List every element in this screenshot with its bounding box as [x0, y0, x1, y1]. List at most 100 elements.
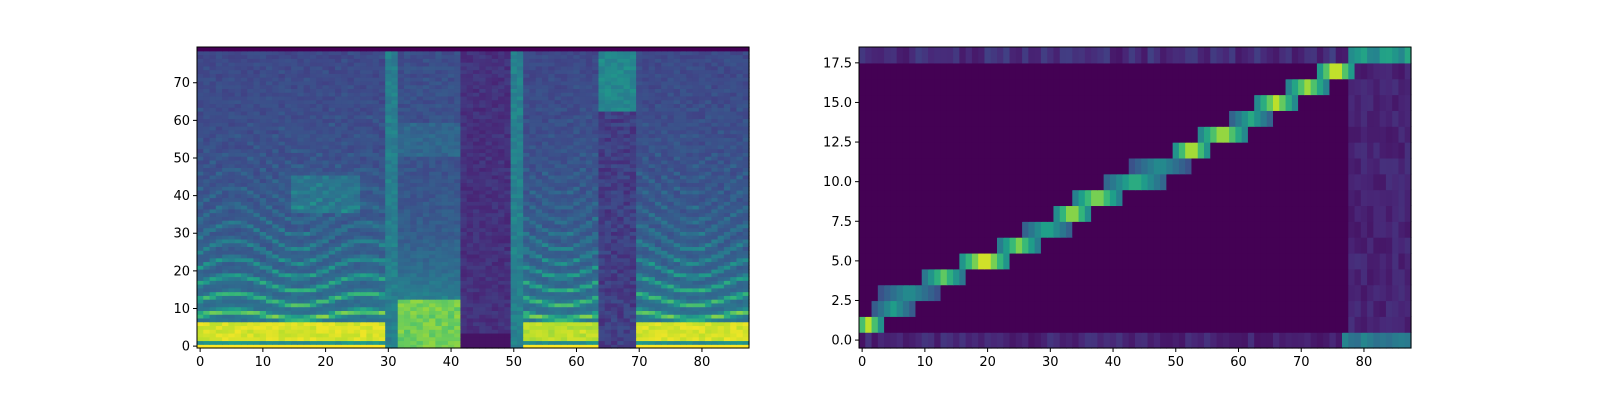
spectrogram-cell — [548, 167, 556, 172]
spectrogram-cell — [378, 235, 386, 240]
spectrogram-cell — [680, 253, 687, 259]
spectrogram-cell — [297, 137, 305, 142]
spectrogram-cell — [416, 261, 424, 266]
spectrogram-cell — [410, 332, 418, 338]
spectrogram-cell — [554, 250, 562, 255]
spectrogram-cell — [717, 141, 725, 146]
spectrogram-cell — [460, 325, 468, 330]
spectrogram-cell — [422, 250, 430, 255]
spectrogram-cell — [598, 291, 606, 296]
spectrogram-cell — [328, 152, 336, 157]
spectrogram-cell — [548, 235, 556, 240]
spectrogram-cell — [360, 208, 367, 214]
spectrogram-cell — [567, 272, 574, 278]
spectrogram-cell — [416, 257, 424, 263]
spectrogram-cell — [629, 182, 637, 187]
spectrogram-cell — [234, 193, 242, 199]
spectrogram-cell — [723, 227, 731, 232]
spectrogram-cell — [353, 208, 361, 214]
spectrogram-cell — [347, 272, 355, 278]
spectrogram-cell — [366, 280, 374, 285]
spectrogram-cell — [347, 317, 355, 323]
spectrogram-cell — [485, 156, 493, 161]
spectrogram-cell — [698, 144, 706, 150]
spectrogram-cell — [592, 141, 600, 146]
spectrogram-cell — [473, 280, 480, 285]
spectrogram-cell — [335, 156, 342, 161]
spectrogram-cell — [529, 208, 537, 214]
spectrogram-cell — [542, 231, 549, 236]
spectrogram-cell — [579, 235, 587, 240]
spectrogram-cell — [466, 227, 474, 232]
spectrogram-cell — [636, 197, 643, 202]
spectrogram-cell — [473, 159, 480, 165]
spectrogram-cell — [284, 137, 292, 142]
spectrogram-cell — [742, 246, 750, 251]
spectrogram-cell — [259, 321, 267, 327]
spectrogram-cell — [730, 220, 738, 225]
spectrogram-cell — [397, 148, 405, 153]
spectrogram-cell — [410, 299, 418, 304]
spectrogram-cell — [259, 314, 267, 319]
spectrogram-cell — [661, 193, 669, 199]
spectrogram-cell — [617, 336, 625, 342]
spectrogram-cell — [447, 171, 455, 176]
spectrogram-cell — [673, 186, 681, 191]
spectrogram-cell — [209, 238, 217, 244]
spectrogram-cell — [654, 344, 662, 349]
spectrogram-cell — [335, 216, 342, 221]
spectrogram-cell — [335, 325, 342, 330]
spectrogram-cell — [259, 193, 267, 199]
spectrogram-cell — [542, 280, 549, 285]
spectrogram-cell — [228, 186, 236, 191]
spectrogram-cell — [642, 321, 650, 327]
spectrogram-cell — [303, 171, 311, 176]
spectrogram-cell — [479, 280, 487, 285]
spectrogram-cell — [667, 159, 675, 165]
spectrogram-cell — [266, 295, 273, 300]
spectrogram-cell — [378, 310, 386, 315]
spectrogram-cell — [385, 156, 393, 161]
spectrogram-cell — [548, 253, 556, 259]
spectrogram-cell — [278, 340, 286, 345]
spectrogram-cell — [479, 212, 487, 217]
spectrogram-cell — [711, 250, 719, 255]
spectrogram-cell — [673, 201, 681, 206]
spectrogram-cell — [642, 306, 650, 311]
spectrogram-cell — [203, 174, 211, 180]
spectrogram-cell — [209, 272, 217, 278]
spectrogram-cell — [435, 152, 443, 157]
spectrogram-cell — [598, 306, 606, 311]
spectrogram-cell — [259, 238, 267, 244]
spectrogram-cell — [328, 144, 336, 150]
spectrogram-cell — [730, 205, 738, 210]
spectrogram-cell — [215, 193, 223, 199]
spectrogram-cell — [203, 336, 211, 342]
spectrogram-cell — [240, 321, 248, 327]
spectrogram-cell — [654, 171, 662, 176]
spectrogram-cell — [391, 336, 399, 342]
spectrogram-cell — [309, 182, 317, 187]
spectrogram-cell — [742, 321, 750, 327]
spectrogram-cell — [284, 235, 292, 240]
spectrogram-cell — [328, 186, 336, 191]
spectrogram-cell — [548, 246, 556, 251]
spectrogram-cell — [705, 265, 712, 270]
spectrogram-cell — [309, 299, 317, 304]
spectrogram-cell — [592, 201, 600, 206]
spectrogram-cell — [309, 340, 317, 345]
spectrogram-cell — [259, 295, 267, 300]
spectrogram-cell — [642, 189, 650, 195]
spectrogram-cell — [573, 280, 581, 285]
spectrogram-cell — [347, 253, 355, 259]
spectrogram-cell — [309, 141, 317, 146]
spectrogram-cell — [422, 340, 430, 345]
spectrogram-cell — [297, 201, 305, 206]
spectrogram-cell — [460, 340, 468, 345]
spectrogram-cell — [309, 291, 317, 296]
spectrogram-cell — [284, 268, 292, 274]
spectrogram-cell — [579, 276, 587, 281]
spectrogram-cell — [554, 163, 562, 168]
spectrogram-cell — [705, 280, 712, 285]
spectrogram-cell — [234, 261, 242, 266]
